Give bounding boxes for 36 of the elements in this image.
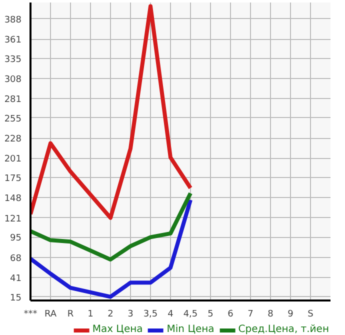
x-tick-label: 7 — [248, 310, 254, 320]
x-tick-label: 4,5 — [183, 310, 198, 320]
x-tick-label: 9 — [288, 310, 294, 320]
x-tick-label: S — [308, 310, 314, 320]
x-tick-label: 3,5 — [143, 310, 158, 320]
y-tick-label: 388 — [4, 15, 22, 26]
y-tick-label: 121 — [4, 214, 22, 224]
x-tick-label: RA — [44, 310, 58, 320]
y-tick-label: 228 — [4, 134, 22, 145]
x-tick-label: 8 — [268, 310, 274, 320]
x-tick-label: 4 — [168, 310, 174, 320]
line-series — [30, 191, 192, 262]
legend-label: Сред.Цена, т.йен — [238, 324, 329, 335]
y-tick-label: 41 — [10, 274, 22, 284]
y-tick-label: 335 — [4, 54, 22, 65]
line-series — [30, 4, 192, 220]
y-tick-label: 255 — [4, 114, 22, 124]
x-tick-label: 5 — [208, 310, 214, 320]
line-series — [30, 198, 192, 299]
legend-label: Min Цена — [166, 324, 214, 335]
y-tick-label: 68 — [10, 254, 22, 264]
x-tick-label: 6 — [228, 310, 234, 320]
x-tick-label: 2 — [108, 310, 114, 320]
y-tick-label: 201 — [4, 154, 22, 165]
x-tick-label: *** — [24, 310, 38, 320]
x-tick-label: 3 — [128, 310, 134, 320]
y-tick-label: 15 — [10, 293, 22, 304]
y-tick-label: 308 — [4, 74, 22, 85]
legend-label: Max Цена — [92, 324, 143, 335]
y-tick-label: 175 — [4, 174, 22, 184]
x-tick-label: R — [67, 310, 74, 320]
y-tick-label: 148 — [4, 194, 22, 204]
y-tick-label: 361 — [4, 36, 22, 46]
y-tick-label: 281 — [4, 95, 22, 106]
x-tick-label: 1 — [88, 310, 94, 320]
y-tick-label: 95 — [10, 234, 22, 244]
